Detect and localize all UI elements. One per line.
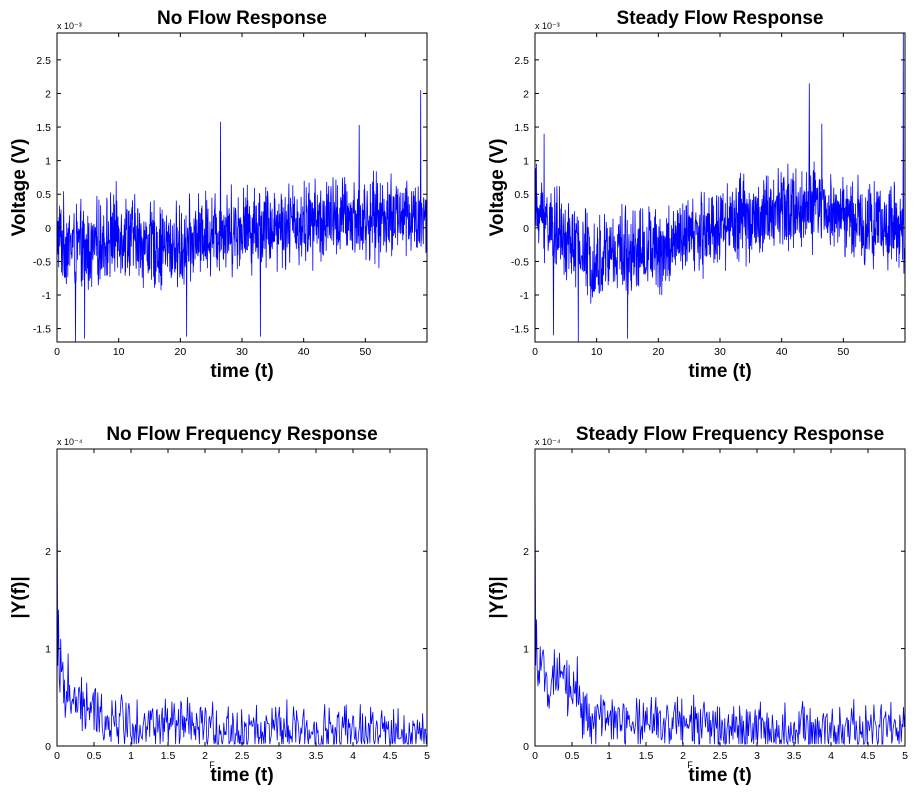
y-tick-label: -0.5 <box>33 256 51 268</box>
x-tick-label: 2.5 <box>235 750 250 762</box>
x-tick-label: 1 <box>606 750 612 762</box>
x-tick-label: 3 <box>754 750 760 762</box>
x-tick-label: 0.5 <box>87 750 102 762</box>
y-tick-label: 2 <box>45 88 51 100</box>
x-tick-label: 2 <box>202 750 208 762</box>
chart-panel-3: 0 0.5 1 1.5 2 2.5 3 3.5 4 4.5 5 0 1 2 x 10⁻⁴ No Flow Fr… <box>9 424 430 786</box>
plot-area <box>56 32 428 343</box>
chart-title: Steady Flow Response <box>617 8 824 29</box>
x-tick-label: 50 <box>837 346 849 358</box>
chart-panel-4: 0 0.5 1 1.5 2 2.5 3 3.5 4 4.5 5 0 1 2 x 10⁻⁴ Steady Flo… <box>487 424 908 786</box>
data-series-line <box>57 90 427 342</box>
x-tick-label: 0 <box>532 750 538 762</box>
plot-area <box>534 448 906 747</box>
y-tick-label: 1 <box>45 156 51 168</box>
x-note-label: F <box>687 760 693 770</box>
y-tick-label: -1.5 <box>511 324 529 336</box>
y-tick-label: 1.5 <box>514 122 529 134</box>
y-axis-label: |Y(f)| <box>487 576 508 618</box>
x-tick-label: 4.5 <box>383 750 398 762</box>
y-axis-label: Voltage (V) <box>487 139 508 237</box>
plot-area <box>56 448 428 747</box>
y-tick-label: 0 <box>523 223 529 235</box>
y-tick-label: 1.5 <box>36 122 51 134</box>
x-tick-label: 4.5 <box>861 750 876 762</box>
x-tick-label: 3.5 <box>309 750 324 762</box>
x-tick-label: 40 <box>298 346 310 358</box>
y-tick-label: 2 <box>45 546 51 558</box>
y-axis-label: |Y(f)| <box>9 576 30 618</box>
x-tick-label: 20 <box>652 346 664 358</box>
y-tick-label: 2.5 <box>36 55 51 67</box>
x-tick-label: 0 <box>54 346 60 358</box>
x-tick-label: 5 <box>424 750 430 762</box>
chart-panel-1: 0 10 20 30 40 50 -1.5 -1 -0.5 0 0.5 1 1.5 2 2.5 x 10⁻³ N… <box>9 8 428 382</box>
x-tick-label: 5 <box>902 750 908 762</box>
y-tick-label: -1 <box>42 290 51 302</box>
x-axis-label: time (t) <box>210 361 273 382</box>
x-note-label: F <box>209 760 215 770</box>
x-axis-label: time (t) <box>688 361 751 382</box>
x-tick-label: 2 <box>680 750 686 762</box>
y-tick-label: -1.5 <box>33 324 51 336</box>
chart-title: No Flow Frequency Response <box>106 424 377 445</box>
x-axis-label: time (t) <box>210 765 273 786</box>
x-tick-label: 30 <box>714 346 726 358</box>
chart-panel-2: 0 10 20 30 40 50 -1.5 -1 -0.5 0 0.5 1 1.5 2 2.5 x 10⁻³ S… <box>487 8 906 382</box>
y-tick-label: -1 <box>520 290 529 302</box>
x-tick-label: 10 <box>591 346 603 358</box>
x-tick-label: 0.5 <box>565 750 580 762</box>
x-tick-label: 1.5 <box>161 750 176 762</box>
chart-title: Steady Flow Frequency Response <box>576 424 884 445</box>
x-tick-label: 3 <box>276 750 282 762</box>
y-tick-label: 1 <box>523 644 529 656</box>
y-tick-label: 0 <box>523 741 529 753</box>
y-tick-label: 2 <box>523 546 529 558</box>
y-exponent-label: x 10⁻³ <box>57 21 82 31</box>
x-tick-label: 30 <box>236 346 248 358</box>
y-tick-label: 2 <box>523 88 529 100</box>
x-tick-label: 3.5 <box>787 750 802 762</box>
y-tick-label: 2.5 <box>514 55 529 67</box>
y-tick-label: 0.5 <box>514 189 529 201</box>
x-tick-label: 20 <box>174 346 186 358</box>
x-tick-label: 4 <box>828 750 834 762</box>
y-tick-label: 0 <box>45 741 51 753</box>
x-tick-label: 4 <box>350 750 356 762</box>
x-tick-label: 1 <box>128 750 134 762</box>
data-series-line <box>57 458 427 746</box>
y-tick-label: 1 <box>45 644 51 656</box>
x-tick-label: 10 <box>113 346 125 358</box>
y-axis-label: Voltage (V) <box>9 139 30 237</box>
x-tick-label: 2.5 <box>713 750 728 762</box>
y-tick-label: 1 <box>523 156 529 168</box>
y-tick-label: -0.5 <box>511 256 529 268</box>
y-tick-label: 0 <box>45 223 51 235</box>
x-tick-label: 0 <box>532 346 538 358</box>
y-exponent-label: x 10⁻³ <box>535 21 560 31</box>
x-tick-label: 50 <box>359 346 371 358</box>
data-series-line <box>535 463 905 746</box>
x-tick-label: 40 <box>776 346 788 358</box>
y-exponent-label: x 10⁻⁴ <box>535 437 561 447</box>
x-axis-label: time (t) <box>688 765 751 786</box>
y-tick-label: 0.5 <box>36 189 51 201</box>
y-exponent-label: x 10⁻⁴ <box>57 437 83 447</box>
x-tick-label: 0 <box>54 750 60 762</box>
data-series-line <box>535 33 905 342</box>
x-tick-label: 1.5 <box>639 750 654 762</box>
chart-title: No Flow Response <box>157 8 327 29</box>
